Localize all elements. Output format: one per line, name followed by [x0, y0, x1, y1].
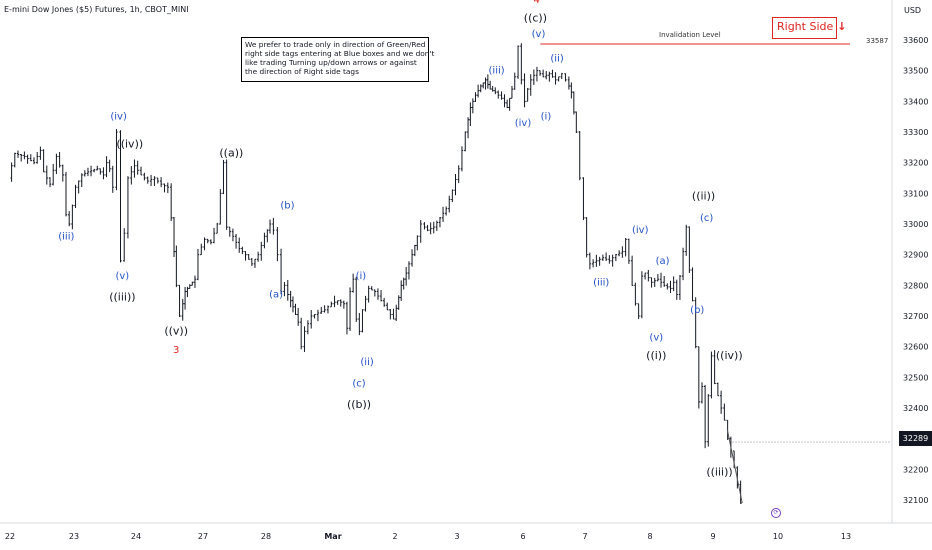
wave-label: ((iii)) — [109, 291, 135, 304]
invalidation-value: 33587 — [866, 37, 889, 45]
wave-label: ((ii)) — [692, 189, 715, 202]
wave-label: ((iv)) — [716, 349, 743, 362]
last-price-tag: 32289 — [899, 431, 932, 446]
time-tick-label: 3 — [454, 532, 459, 541]
wave-label: (b) — [690, 305, 704, 316]
wave-label: ((c)) — [524, 12, 547, 25]
wave-label: (v) — [532, 29, 546, 40]
price-tick-label: 33000 — [903, 220, 928, 229]
price-tick-label: 33100 — [903, 189, 928, 198]
wave-label: (ii) — [550, 53, 563, 64]
wave-label: (iii) — [593, 277, 609, 288]
chart-title: E-mini Dow Jones ($5) Futures, 1h, CBOT_… — [4, 5, 189, 14]
down-arrow-icon: ↓ — [837, 20, 847, 33]
price-tick-label: 33200 — [903, 159, 928, 168]
price-tick-label: 33500 — [903, 67, 928, 76]
price-tick-label: 32900 — [903, 251, 928, 260]
wave-label: (v) — [115, 271, 129, 282]
wave-label: ((iv)) — [116, 137, 143, 150]
price-tick-label: 33300 — [903, 128, 928, 137]
wave-label: (b) — [280, 201, 294, 212]
wave-label: 4 — [533, 0, 539, 6]
wave-label: (a) — [656, 256, 670, 267]
time-tick-label: 27 — [198, 532, 208, 541]
wave-label: (iv) — [515, 118, 532, 129]
time-tick-label: 28 — [261, 532, 271, 541]
price-tick-label: 32700 — [903, 312, 928, 321]
currency-label: USD — [904, 6, 922, 15]
price-tick-label: 32500 — [903, 373, 928, 382]
wave-label: (iii) — [489, 66, 505, 77]
time-tick-label: 23 — [69, 532, 79, 541]
time-tick-label: 10 — [773, 532, 783, 541]
price-tick-label: 32100 — [903, 496, 928, 505]
note-line: the direction of Right side tags — [245, 67, 359, 76]
wave-label: (iv) — [110, 112, 127, 123]
ohlc-bars — [10, 43, 892, 504]
projection-line — [726, 429, 743, 504]
price-tick-label: 32400 — [903, 404, 928, 413]
wave-label: ((b)) — [347, 398, 371, 411]
time-tick-label: 2 — [392, 532, 397, 541]
right-side-tag: Right Side ↓ — [772, 17, 846, 39]
price-tick-label: 33400 — [903, 97, 928, 106]
time-tick-label: Mar — [324, 532, 341, 541]
time-tick-label: 24 — [131, 532, 141, 541]
wave-label: (i) — [356, 271, 367, 282]
price-tick-label: 32800 — [903, 281, 928, 290]
wave-labels: (iii) (iv) ((iv)) (v) ((iii)) ((v)) 3 ((a)) (b) (… — [58, 0, 742, 478]
wave-label: (a) — [269, 290, 283, 301]
time-tick-label: 7 — [582, 532, 587, 541]
wave-label: (iv) — [632, 225, 649, 236]
wave-label: (c) — [352, 379, 365, 390]
right-side-label: Right Side — [777, 20, 834, 33]
wave-label: (c) — [700, 213, 713, 224]
time-tick-label: 9 — [710, 532, 715, 541]
wave-label: 3 — [173, 345, 179, 356]
wave-label: (v) — [649, 333, 663, 344]
price-tick-label: 33600 — [903, 36, 928, 45]
note-line: right side tags entering at Blue boxes a… — [245, 49, 435, 58]
time-tick-label: 22 — [5, 532, 15, 541]
wave-label: (i) — [541, 112, 552, 123]
time-tick-label: 8 — [647, 532, 652, 541]
time-tick-label: 13 — [841, 532, 851, 541]
wave-label: (ii) — [360, 357, 373, 368]
price-tick-label: 32600 — [903, 343, 928, 352]
wave-label: (iii) — [58, 231, 74, 242]
invalidation-label: Invalidation Level — [659, 31, 721, 39]
wave-label: ((i)) — [646, 349, 666, 362]
note-line: We prefer to trade only in direction of … — [245, 40, 426, 49]
price-axis-panel — [892, 0, 932, 550]
wave-label: ((a)) — [219, 147, 243, 160]
time-tick-label: 6 — [520, 532, 525, 541]
trading-note: We prefer to trade only in direction of … — [241, 37, 435, 82]
clock-icon[interactable]: ⟳ — [771, 508, 781, 518]
price-tick-label: 32200 — [903, 465, 928, 474]
note-line: like trading Turning up/down arrows or a… — [245, 58, 417, 67]
price-axis: 33600 33500 33400 33300 33200 33100 33000 32900… — [891, 0, 932, 550]
time-axis: 22 23 24 27 28 Mar 2 3 6 7 8 9 10 13 — [0, 522, 932, 541]
wave-label: ((iii)) — [706, 465, 732, 478]
wave-label: ((v)) — [164, 324, 188, 337]
